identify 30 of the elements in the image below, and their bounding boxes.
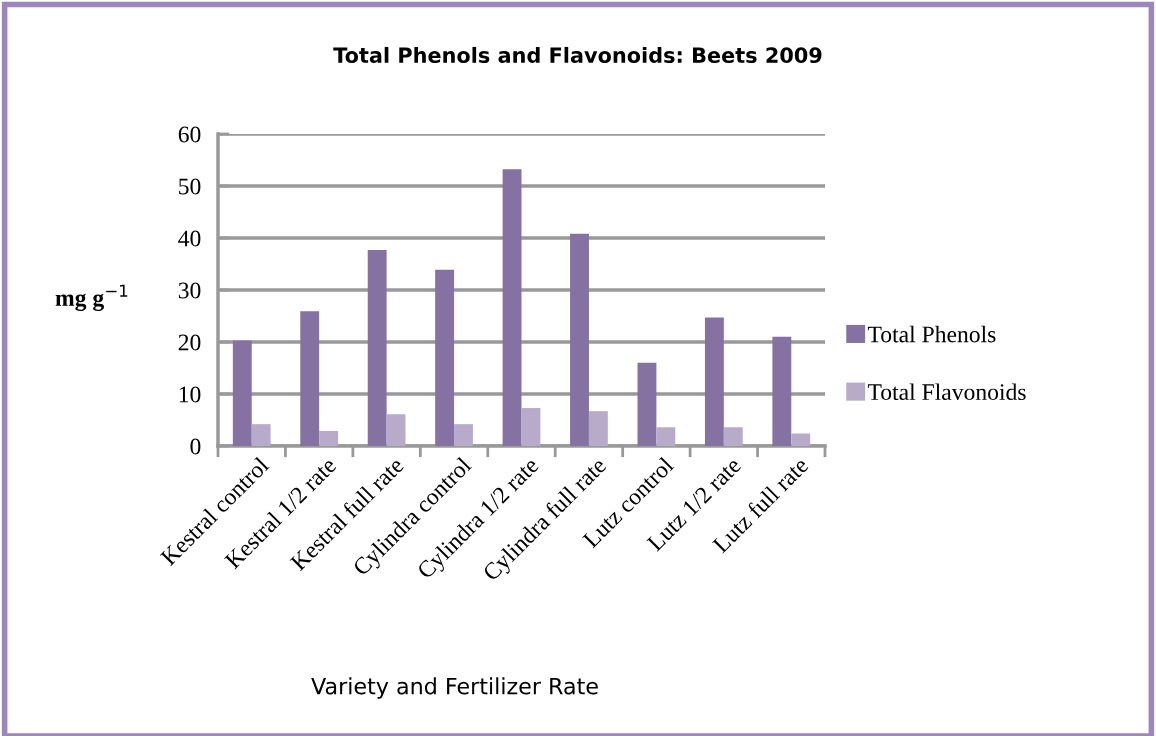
bar (637, 362, 657, 446)
legend-label: Total Flavonoids (867, 383, 1026, 401)
y-axis-title: mg g$^{−1}$ (55, 284, 128, 311)
bar (454, 424, 473, 446)
y-tick-label: 30 (178, 282, 201, 299)
y-tick-label: 40 (178, 230, 201, 247)
bar (656, 427, 676, 446)
bar (232, 340, 252, 446)
bar (386, 414, 406, 446)
y-tick-label: 60 (178, 126, 201, 143)
chart-title: Total Phenols and Flavonoids: Beets 2009 (333, 46, 822, 64)
bar (588, 411, 608, 446)
bar (704, 317, 724, 446)
y-tick-label: 20 (178, 334, 201, 351)
bar (300, 311, 320, 446)
x-axis-title: Variety and Fertilizer Rate (311, 677, 598, 699)
bar (570, 233, 589, 446)
bar (521, 408, 541, 446)
bar (502, 169, 522, 446)
bar (319, 430, 339, 446)
legend-label: Total Phenols (867, 325, 996, 343)
bar (791, 433, 811, 446)
bar (435, 269, 455, 446)
y-tick-label: 50 (179, 178, 201, 195)
bar (723, 427, 743, 446)
y-tick-label: 10 (179, 386, 201, 403)
y-tick-label: 0 (190, 438, 201, 455)
bar (251, 424, 271, 446)
bar (367, 249, 387, 446)
bar (772, 336, 792, 446)
